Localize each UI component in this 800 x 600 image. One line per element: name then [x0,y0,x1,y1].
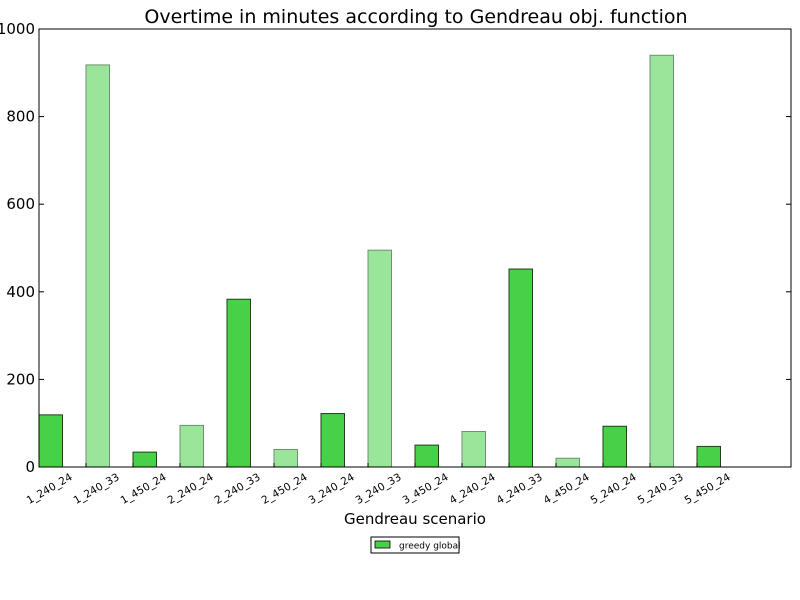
bar-3_450_24 [414,444,439,468]
bar-1_450_24 [132,451,157,468]
x-tick-label: 1_450_24 [119,471,169,507]
bar-2_240_24 [179,424,204,468]
bar-1_240_24 [38,414,63,468]
y-tick-label: 0 [25,458,35,476]
x-tick-label: 1_240_24 [25,471,75,507]
x-axis-label: Gendreau scenario [344,510,486,528]
legend-swatch [374,540,391,549]
bars-group [38,54,721,468]
bar-3_240_24 [320,413,345,468]
y-tick-label: 600 [6,195,35,213]
bar-5_240_24 [602,425,627,468]
x-tick-label: 3_240_33 [354,471,404,507]
legend-box [370,536,460,554]
x-tick-label: 1_240_33 [72,471,122,507]
bar-1_240_33 [85,64,110,468]
bar-4_240_24 [461,431,486,468]
bar-3_240_33 [367,249,392,468]
x-tick-label: 5_450_24 [683,471,733,507]
bar-5_450_24 [696,445,721,468]
bar-5_240_33 [649,54,674,468]
plot-area-frame [38,28,792,468]
y-axis-ticks: 0 200 400 600 800 1000 [0,20,791,476]
y-tick-label: 200 [6,370,35,388]
bar-4_450_24 [555,457,580,468]
x-tick-label: 2_450_24 [260,471,310,507]
x-tick-label: 5_240_24 [589,471,639,507]
x-tick-label: 4_240_24 [448,471,498,507]
legend: greedy global [370,536,461,554]
x-tick-label: 2_240_24 [166,471,216,507]
bar-2_450_24 [273,448,298,468]
chart-title: Overtime in minutes according to Gendrea… [144,6,687,28]
y-tick-label: 400 [6,283,35,301]
x-tick-label: 2_240_33 [213,471,263,507]
x-axis-ticks: 1_240_241_240_331_450_242_240_242_240_33… [25,463,733,507]
x-tick-label: 5_240_33 [636,471,686,507]
x-tick-label: 4_450_24 [542,471,592,507]
bar-4_240_33 [508,268,533,468]
y-tick-label: 1000 [0,20,35,38]
y-tick-label: 800 [6,108,35,126]
bar-2_240_33 [226,298,251,468]
x-tick-label: 3_450_24 [401,471,451,507]
legend-label-greedy-global: greedy global [399,542,461,552]
x-tick-label: 4_240_33 [495,471,545,507]
x-tick-label: 3_240_24 [307,471,357,507]
